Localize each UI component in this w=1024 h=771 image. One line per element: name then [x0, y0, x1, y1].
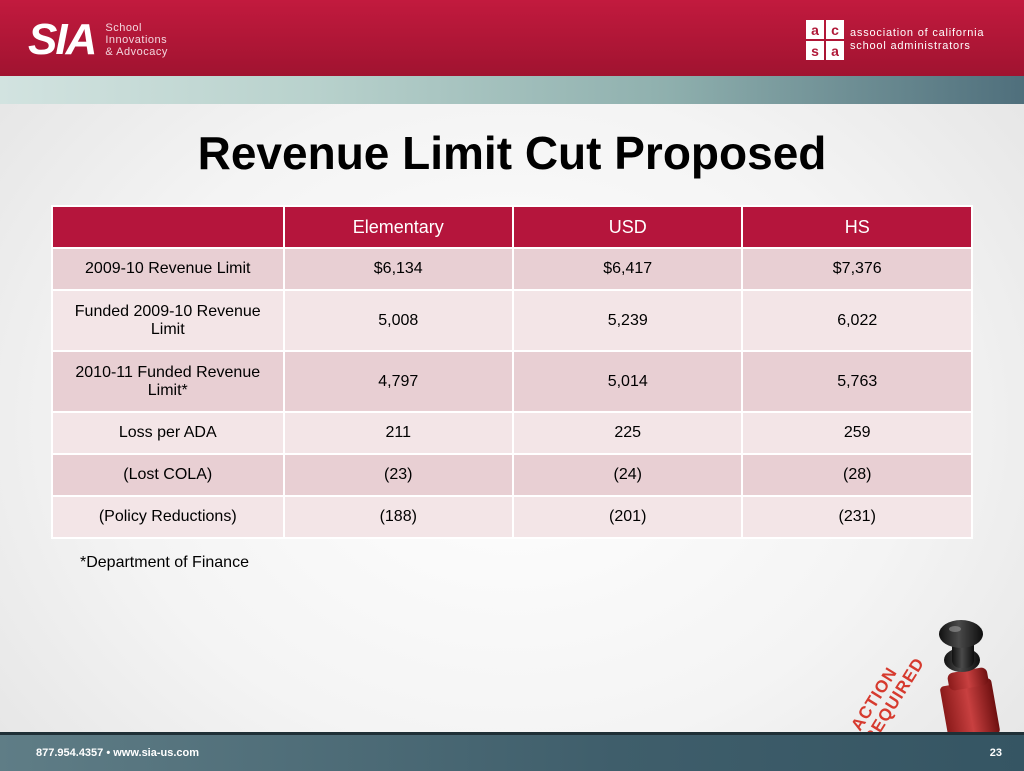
sia-tagline-line: School: [105, 22, 142, 34]
sia-logo-tagline: School Innovations & Advocacy: [105, 22, 167, 58]
acsa-mark-letter: s: [806, 41, 824, 60]
cell-hs: 5,763: [741, 350, 973, 413]
slide-title: Revenue Limit Cut Proposed: [197, 127, 827, 179]
row-label: Funded 2009-10 Revenue Limit: [51, 289, 285, 352]
table-header-row: Elementary USD HS: [51, 205, 973, 249]
row-label: (Policy Reductions): [51, 495, 285, 539]
footer-bar: 877.954.4357 • www.sia-us.com 23: [0, 732, 1024, 771]
cell-hs: $7,376: [741, 247, 973, 291]
footer-contact: 877.954.4357 • www.sia-us.com: [36, 747, 200, 759]
cell-hs: 259: [741, 411, 973, 455]
row-label: (Lost COLA): [51, 453, 285, 497]
cell-hs: (231): [741, 495, 973, 539]
acsa-logo-text: association of california school adminis…: [850, 27, 984, 53]
header-accent-strip: [0, 76, 1024, 104]
action-required-stamp-icon: ACTION REQUIRED: [847, 620, 1000, 747]
cell-usd: 5,014: [511, 350, 744, 413]
cell-elementary: 211: [282, 411, 514, 455]
cell-usd: 225: [511, 411, 744, 455]
sia-tagline-line: Innovations: [105, 34, 168, 46]
sia-logo-mark: SIA: [28, 15, 97, 64]
row-label: Loss per ADA: [51, 411, 285, 455]
revenue-table: Elementary USD HS 2009-10 Revenue Limit …: [51, 205, 973, 539]
acsa-logo-mark: a c s a: [806, 20, 844, 60]
row-label: 2009-10 Revenue Limit: [51, 247, 285, 291]
cell-usd: 5,239: [511, 289, 744, 352]
acsa-logo[interactable]: a c s a association of california school…: [806, 20, 984, 60]
cell-elementary: (23): [282, 453, 514, 497]
cell-usd: (201): [511, 495, 744, 539]
column-header-usd: USD: [511, 205, 744, 249]
cell-elementary: (188): [282, 495, 514, 539]
table-row: 2010-11 Funded Revenue Limit* 4,797 5,01…: [51, 350, 973, 413]
table-row: Funded 2009-10 Revenue Limit 5,008 5,239…: [51, 289, 973, 352]
column-header-hs: HS: [741, 205, 973, 249]
cell-elementary: 5,008: [282, 289, 514, 352]
cell-elementary: $6,134: [282, 247, 514, 291]
column-header: [51, 205, 285, 249]
page-number: 23: [989, 747, 1002, 759]
table-row: Loss per ADA 211 225 259: [51, 411, 973, 455]
cell-hs: 6,022: [741, 289, 973, 352]
sia-tagline-line: & Advocacy: [105, 46, 168, 58]
acsa-text-line: association of california: [850, 27, 985, 39]
acsa-text-line: school administrators: [850, 40, 971, 52]
acsa-mark-letter: a: [806, 20, 824, 39]
table-row: 2009-10 Revenue Limit $6,134 $6,417 $7,3…: [51, 247, 973, 291]
table-row: (Policy Reductions) (188) (201) (231): [51, 495, 973, 539]
cell-elementary: 4,797: [282, 350, 514, 413]
table-row: (Lost COLA) (23) (24) (28): [51, 453, 973, 497]
cell-hs: (28): [741, 453, 973, 497]
column-header-elementary: Elementary: [282, 205, 514, 249]
row-label: 2010-11 Funded Revenue Limit*: [51, 350, 285, 413]
cell-usd: (24): [511, 453, 744, 497]
cell-usd: $6,417: [511, 247, 744, 291]
header-bar: SIA School Innovations & Advocacy a c s …: [0, 0, 1024, 78]
sia-logo[interactable]: SIA School Innovations & Advocacy: [28, 18, 168, 62]
acsa-mark-letter: c: [826, 20, 844, 39]
acsa-mark-letter: a: [826, 41, 844, 60]
footnote: *Department of Finance: [80, 554, 249, 571]
